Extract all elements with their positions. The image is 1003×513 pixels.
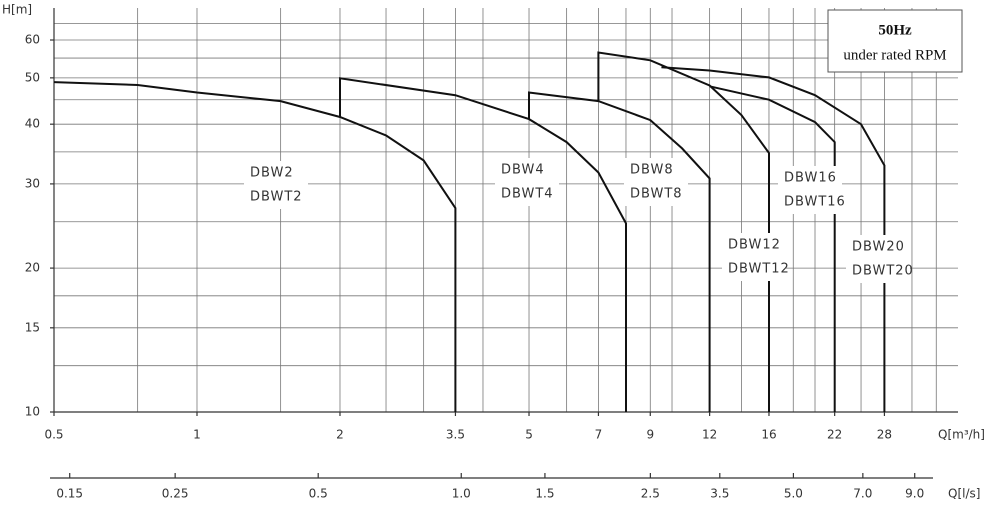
series-label: DBWT4 — [501, 187, 554, 202]
x-tick-label: 1 — [193, 428, 201, 442]
y-tick-label: 40 — [25, 117, 40, 131]
x2-tick-label: 0.15 — [56, 487, 83, 501]
x-tick-label: 9 — [646, 428, 654, 442]
x-axis-label: Q[m³/h] — [938, 428, 985, 442]
x2-tick-label: 2.5 — [641, 487, 660, 501]
series-label: DBW12 — [728, 238, 781, 253]
x2-tick-label: 5.0 — [784, 487, 803, 501]
x-tick-label: 5 — [525, 428, 533, 442]
label-box — [778, 166, 842, 214]
y-tick-label: 10 — [25, 405, 40, 419]
x2-tick-label: 7.0 — [853, 487, 872, 501]
series-label: DBWT20 — [852, 264, 914, 279]
series-label: DBWT2 — [250, 190, 303, 205]
label-box — [624, 158, 688, 206]
curve — [339, 77, 627, 412]
x2-axis-label: Q[l/s] — [948, 487, 980, 501]
x2-tick-label: 1.0 — [452, 487, 471, 501]
curve — [661, 66, 886, 412]
y-tick-label: 50 — [25, 70, 40, 84]
curve — [597, 51, 770, 412]
y-tick-label: 20 — [25, 261, 40, 275]
x-tick-label: 16 — [761, 428, 776, 442]
curve — [709, 85, 836, 412]
x-tick-label: 12 — [702, 428, 717, 442]
annotation: 50Hz — [878, 22, 912, 38]
x2-tick-label: 0.25 — [162, 487, 189, 501]
x-tick-label: 0.5 — [44, 428, 63, 442]
y-axis-label: H[m] — [2, 3, 32, 17]
y-tick-label: 15 — [25, 320, 40, 334]
label-box — [244, 161, 308, 209]
x2-tick-label: 9.0 — [905, 487, 924, 501]
y-tick-label: 30 — [25, 176, 40, 190]
series-label: DBW16 — [784, 171, 837, 186]
series-label: DBWT8 — [630, 187, 683, 202]
label-box — [846, 235, 910, 283]
x-tick-label: 7 — [595, 428, 603, 442]
series-label: DBW2 — [250, 166, 294, 181]
label-box — [495, 158, 559, 206]
x-tick-label: 28 — [877, 428, 892, 442]
series-label: DBW20 — [852, 240, 905, 255]
x2-tick-label: 1.5 — [535, 487, 554, 501]
x-tick-label: 2 — [336, 428, 344, 442]
series-label: DBWT12 — [728, 262, 790, 277]
series-label: DBW8 — [630, 163, 674, 178]
annotation: under rated RPM — [843, 47, 946, 63]
x-tick-label: 3.5 — [446, 428, 465, 442]
y-tick-label: 60 — [25, 33, 40, 47]
x2-tick-label: 3.5 — [710, 487, 729, 501]
label-box — [722, 233, 786, 281]
curve — [528, 91, 711, 412]
series-label: DBWT16 — [784, 195, 846, 210]
x-tick-label: 22 — [827, 428, 842, 442]
x2-tick-label: 0.5 — [309, 487, 328, 501]
annotation-box — [827, 9, 963, 73]
series-label: DBW4 — [501, 163, 545, 178]
